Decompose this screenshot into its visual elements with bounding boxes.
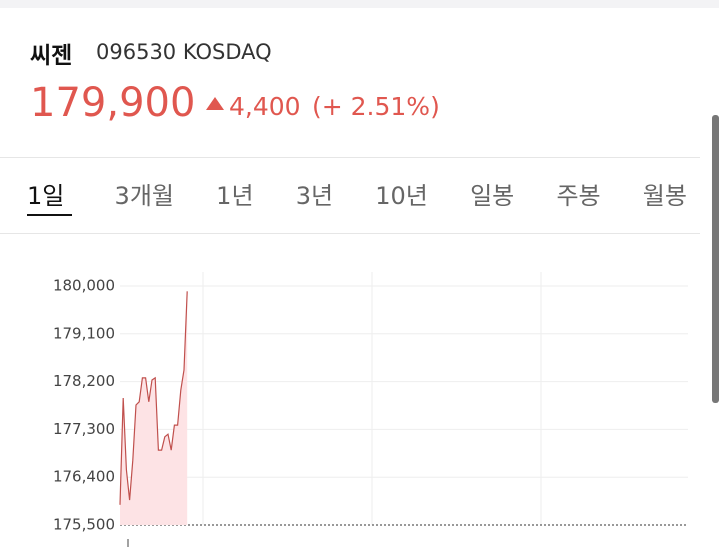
up-arrow [206, 97, 224, 110]
y-tick-label: 178,200 [53, 372, 115, 390]
period-tab[interactable]: 일봉 [470, 182, 515, 210]
divider [0, 233, 700, 234]
period-tab[interactable]: 3개월 [114, 182, 174, 210]
price: 179,900 [30, 80, 196, 126]
period-tab[interactable]: 1일 [27, 176, 73, 216]
period-tab[interactable]: 1년 [216, 182, 254, 210]
top-bar [0, 0, 719, 8]
stock-code: 096530 KOSDAQ [96, 40, 272, 64]
period-tab[interactable]: 10년 [375, 182, 428, 210]
period-tab[interactable]: 주봉 [556, 182, 601, 210]
price-line [119, 291, 188, 505]
y-tick-label: 177,300 [53, 420, 115, 438]
y-tick-label: 176,400 [53, 468, 115, 486]
y-tick-label: 175,500 [53, 516, 115, 534]
y-tick-label: 179,100 [53, 324, 115, 342]
area [120, 291, 188, 525]
y-tick-label: 180,000 [53, 277, 115, 295]
period-tabs: 1일 3개월 1년 3년 10년 일봉 주봉 월봉 [27, 176, 687, 216]
stock-name: 씨젠 [30, 43, 73, 69]
scrollbar[interactable] [712, 115, 719, 403]
period-tab[interactable]: 월봉 [642, 182, 687, 210]
change-percent: (+ 2.51%) [312, 92, 440, 121]
change: 4,400 [229, 92, 301, 121]
period-tab[interactable]: 3년 [295, 182, 334, 210]
chart: 175,500 176,400 177,300 178,200 179,100 180,0… [53, 272, 688, 547]
divider [0, 157, 700, 158]
